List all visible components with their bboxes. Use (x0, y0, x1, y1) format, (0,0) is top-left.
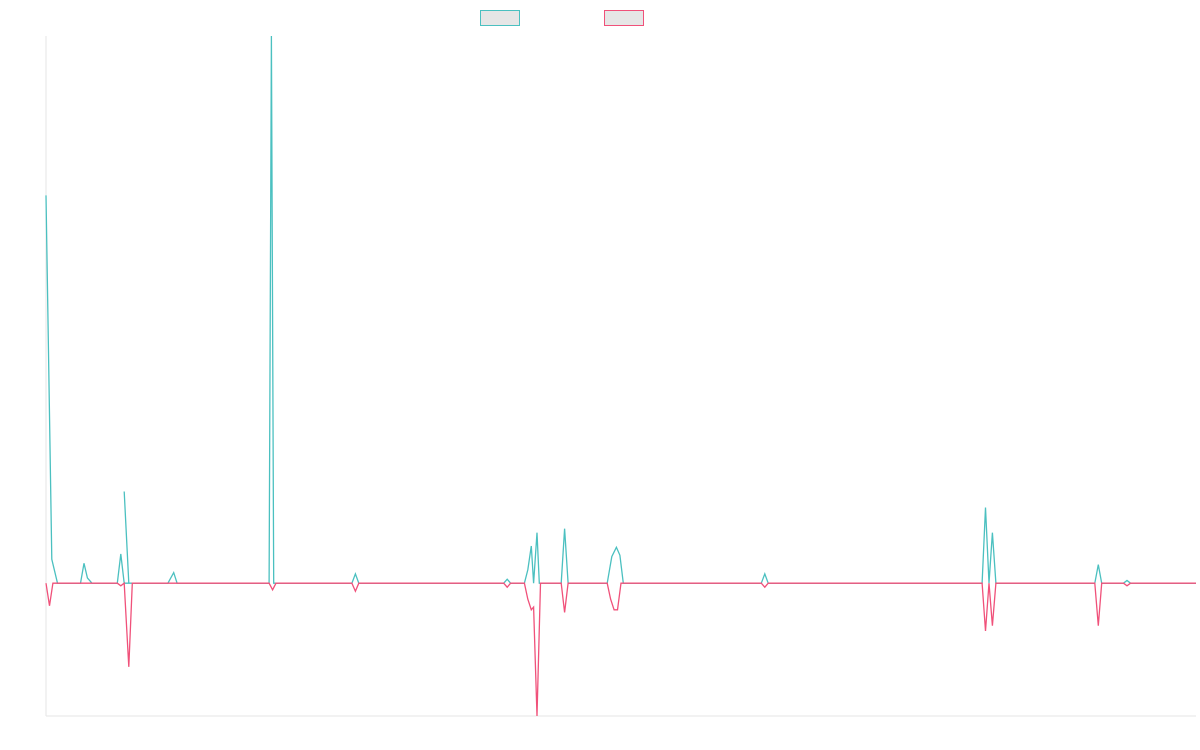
series-lines (45, 35, 1196, 717)
series-line-1 (45, 35, 1196, 584)
legend-swatch-series-2[interactable] (604, 10, 644, 26)
axes (45, 36, 1196, 717)
legend-swatch-series-1[interactable] (480, 10, 520, 26)
series-line-2 (45, 581, 1196, 717)
